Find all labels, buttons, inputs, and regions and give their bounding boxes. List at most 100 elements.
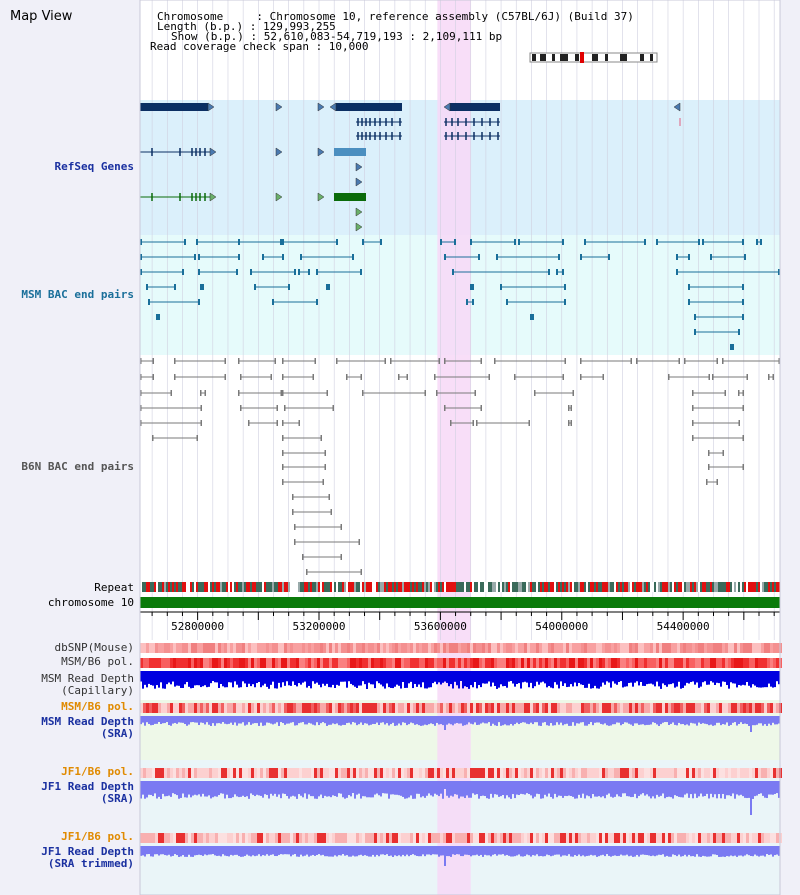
- msm-b6-pol-cell: [476, 658, 479, 668]
- jf1-depth-trim-bar: [654, 846, 656, 857]
- repeat-element: [568, 582, 570, 592]
- msm-b6-pol-cell: [587, 658, 590, 668]
- msm-depth-capillary-bar: [468, 671, 470, 689]
- dbsnp-cell: [329, 643, 332, 653]
- msm-b6-pol-sra-cell: [305, 703, 308, 713]
- dbsnp-cell: [683, 643, 686, 653]
- jf1-b6-pol-cell: [647, 768, 650, 778]
- msm-depth-capillary-bar: [590, 671, 592, 689]
- jf1-b6-pol-trim-cell: [692, 833, 695, 843]
- jf1-b6-pol-cell: [221, 768, 224, 778]
- jf1-b6-pol-trim-cell: [746, 833, 749, 843]
- msm-depth-capillary-bar: [316, 671, 318, 683]
- msm-depth-capillary-bar: [420, 671, 422, 688]
- jf1-b6-pol-trim-cell: [416, 833, 419, 843]
- jf1-depth-trim-bar: [444, 846, 446, 866]
- jf1-depth-sra-bar: [656, 781, 658, 795]
- msm-depth-sra-bar: [510, 716, 512, 724]
- dbsnp-cell: [443, 643, 446, 653]
- msm-depth-sra-bar: [266, 716, 268, 723]
- repeat-element: [204, 582, 206, 592]
- dbsnp-cell: [656, 643, 659, 653]
- msm-b6-pol-cell: [593, 658, 596, 668]
- dbsnp-cell: [440, 643, 443, 653]
- msm-depth-capillary-bar: [394, 671, 396, 687]
- jf1-depth-sra-bar: [376, 781, 378, 794]
- msm-b6-pol-sra-cell: [401, 703, 404, 713]
- msm-b6-pol-sra-cell: [227, 703, 230, 713]
- dbsnp-cell: [635, 643, 638, 653]
- jf1-depth-trim-bar: [456, 846, 458, 855]
- jf1-depth-sra-bar: [274, 781, 276, 794]
- msm-bac-end: [710, 254, 712, 260]
- repeat-element: [576, 582, 578, 592]
- dbsnp-cell: [344, 643, 347, 653]
- msm-b6-pol-sra-cell: [671, 703, 674, 713]
- jf1-depth-trim-bar: [436, 846, 438, 855]
- jf1-depth-sra-bar: [270, 781, 272, 794]
- jf1-b6-pol-trim-cell: [239, 833, 242, 843]
- jf1-depth-trim-bar: [720, 846, 722, 857]
- msm-depth-capillary-bar: [348, 671, 350, 682]
- repeat-element: [234, 582, 236, 592]
- jf1-depth-trim-bar: [672, 846, 674, 855]
- jf1-depth-sra-bar: [396, 781, 398, 795]
- msm-bac-end: [236, 269, 238, 275]
- msm-depth-capillary-bar: [208, 671, 210, 687]
- msm-b6-pol-sra-cell: [365, 703, 368, 713]
- jf1-depth-trim-bar: [734, 846, 736, 856]
- dbsnp-cell: [245, 643, 248, 653]
- msm-depth-capillary-bar: [422, 671, 424, 683]
- msm-depth-sra-bar: [476, 716, 478, 725]
- msm-b6-pol-cell: [359, 658, 362, 668]
- msm-depth-capillary-bar: [262, 671, 264, 686]
- msm-depth-sra-bar: [206, 716, 208, 723]
- msm-depth-capillary-bar: [294, 671, 296, 685]
- jf1-depth-sra-bar: [486, 781, 488, 799]
- msm-b6-pol-cell: [527, 658, 530, 668]
- msm-bac-end: [262, 254, 264, 260]
- track-label-msm-b6-pol-2: MSM/B6 pol.: [61, 700, 134, 713]
- repeat-element: [306, 582, 308, 592]
- jf1-depth-sra-bar: [492, 781, 494, 798]
- jf1-depth-trim-bar: [248, 846, 250, 856]
- track-label-jf1-depth-trim-1: JF1 Read Depth: [41, 845, 134, 858]
- msm-b6-pol-cell: [191, 658, 194, 668]
- dbsnp-cell: [188, 643, 191, 653]
- jf1-depth-trim-bar: [462, 846, 464, 857]
- msm-depth-capillary-bar: [540, 671, 542, 683]
- msm-depth-sra-bar: [280, 716, 282, 723]
- track-label-jf1-depth-sra-1: JF1 Read Depth: [41, 780, 134, 793]
- jf1-depth-trim-bar: [574, 846, 576, 856]
- msm-depth-sra-bar: [572, 716, 574, 723]
- b6n-bac-end: [282, 450, 284, 456]
- jf1-depth-sra-bar: [424, 781, 426, 798]
- repeat-element: [722, 582, 724, 592]
- msm-b6-pol-cell: [182, 658, 185, 668]
- msm-b6-pol-sra-cell: [740, 703, 743, 713]
- repeat-element: [350, 582, 352, 592]
- jf1-depth-trim-bar: [722, 846, 724, 857]
- jf1-depth-trim-bar: [618, 846, 620, 856]
- msm-bac-end: [558, 254, 560, 260]
- msm-depth-sra-bar: [496, 716, 498, 726]
- repeat-element: [528, 582, 530, 592]
- jf1-depth-sra-bar: [318, 781, 320, 797]
- jf1-b6-pol-cell: [494, 768, 497, 778]
- msm-depth-capillary-bar: [156, 671, 158, 686]
- jf1-b6-pol-cell: [338, 768, 341, 778]
- jf1-b6-pol-cell: [422, 768, 425, 778]
- repeat-element: [290, 582, 292, 592]
- msm-depth-sra-bar: [702, 716, 704, 724]
- dbsnp-cell: [716, 643, 719, 653]
- msm-depth-sra-bar: [212, 716, 214, 724]
- b6n-bac-end: [768, 374, 770, 380]
- jf1-b6-pol-cell: [302, 768, 305, 778]
- repeat-element: [328, 582, 330, 592]
- jf1-b6-pol-trim-cell: [254, 833, 257, 843]
- msm-depth-sra-bar: [634, 716, 636, 724]
- jf1-b6-pol-cell: [416, 768, 419, 778]
- gene-feature: [140, 103, 208, 111]
- repeat-element: [392, 582, 394, 592]
